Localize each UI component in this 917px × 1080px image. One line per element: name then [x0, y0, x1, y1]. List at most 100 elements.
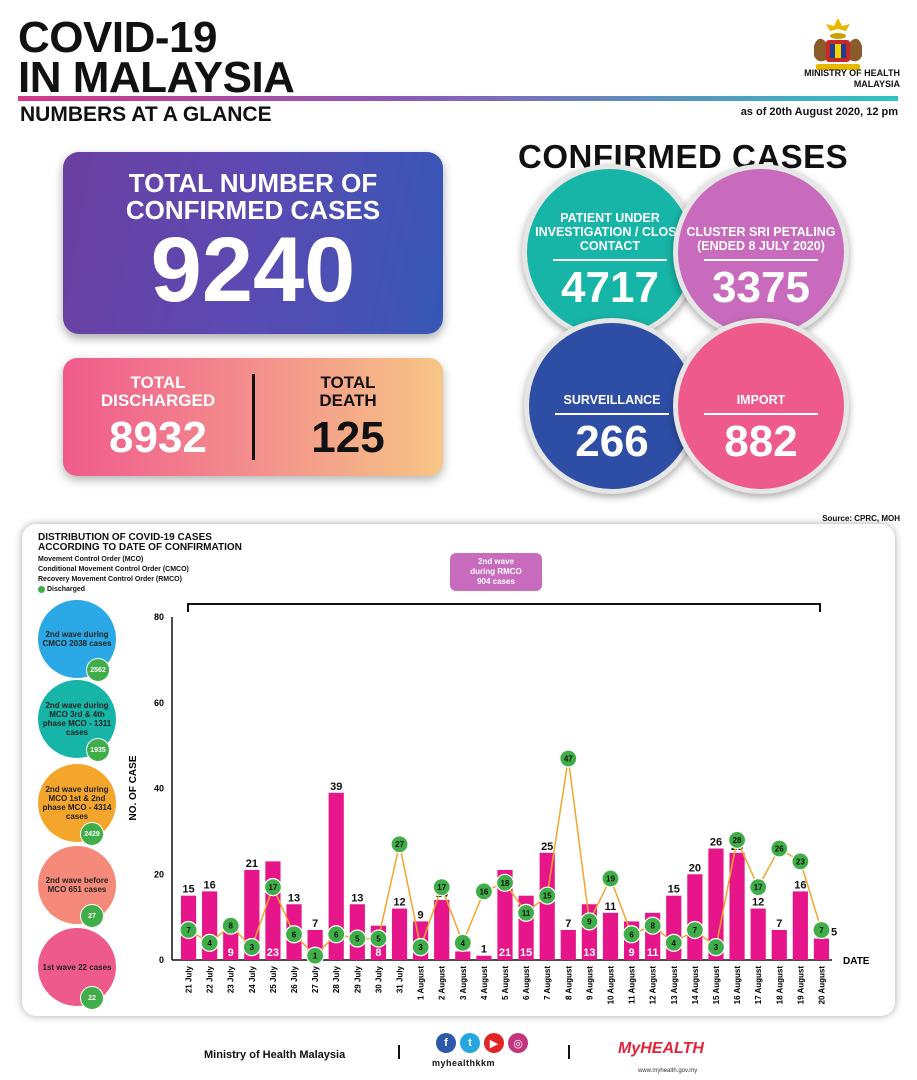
- discharged-marker: [685, 920, 704, 940]
- bar-value-label: 39: [330, 781, 342, 793]
- x-tick-label: 29 July: [353, 965, 362, 993]
- discharged-value-label: 6: [629, 930, 634, 939]
- x-tick-label: 10 August: [606, 966, 615, 1005]
- discharged-marker: [221, 916, 240, 935]
- discharged-value-label: 27: [395, 840, 404, 849]
- x-tick-label: 26 July: [290, 965, 299, 993]
- bar-value-label: 8: [375, 947, 381, 959]
- x-tick-label: 23 July: [227, 965, 236, 993]
- x-tick-label: 6 August: [522, 966, 531, 1000]
- bar-value-label: 15: [520, 947, 532, 959]
- discharged-marker: [200, 933, 219, 952]
- bar-value-label: 7: [312, 918, 318, 930]
- bar-value-label: 7: [565, 918, 571, 930]
- bar-value-label: 16: [794, 879, 806, 891]
- discharged-marker: [453, 933, 472, 952]
- discharged-value-label: 5: [376, 935, 381, 944]
- discharged-marker: [432, 878, 451, 897]
- x-tick-label: 12 August: [649, 966, 658, 1005]
- bar-value-label: 15: [182, 884, 194, 896]
- bar: [391, 908, 408, 960]
- bar: [687, 874, 703, 960]
- bar: [729, 852, 745, 960]
- discharged-value-label: 26: [775, 845, 784, 854]
- bar: [265, 861, 281, 960]
- x-tick-label: 9 August: [585, 966, 594, 1000]
- bar: [708, 848, 724, 960]
- discharged-marker: [474, 882, 494, 901]
- bar-value-label: 9: [228, 947, 234, 959]
- discharged-marker: [495, 873, 515, 892]
- x-tick-label: 8 August: [564, 966, 573, 1000]
- bar-value-label: 23: [267, 947, 279, 959]
- bar: [328, 792, 344, 960]
- x-tick-label: 17 August: [754, 966, 763, 1005]
- bar: [602, 912, 619, 960]
- chart-panel: [22, 524, 895, 1016]
- discharged-marker: [770, 839, 789, 858]
- wave-discharged-badge: 2562: [86, 658, 110, 682]
- x-tick-label: 15 August: [712, 966, 721, 1005]
- page-title: COVID-19 IN MALAYSIA: [18, 13, 295, 102]
- bar: [434, 899, 450, 960]
- x-tick-label: 20 August: [817, 966, 826, 1005]
- discharged-marker: [601, 869, 620, 888]
- circle-surveillance-value: 266: [575, 417, 649, 466]
- bar: [476, 955, 492, 960]
- circle-investigation-value: 4717: [561, 263, 659, 312]
- rmco-bracket: [187, 603, 821, 612]
- x-tick-label: 1 August: [417, 966, 426, 1000]
- discharged-value-label: 7: [819, 926, 824, 935]
- facebook-icon[interactable]: f: [436, 1033, 456, 1053]
- x-tick-label: 21 July: [185, 965, 194, 993]
- x-axis-label: DATE: [843, 956, 870, 967]
- discharged-value-label: 3: [714, 943, 719, 952]
- instagram-icon[interactable]: ◎: [508, 1033, 528, 1053]
- circle-import-label: IMPORT: [736, 393, 786, 407]
- discharged-value-label: 16: [479, 887, 488, 896]
- x-tick-label: 2 August: [438, 966, 447, 1000]
- ministry-name: MINISTRY OF HEALTH MALAYSIA: [804, 68, 900, 89]
- chart-title: DISTRIBUTION OF COVID-19 CASES ACCORDING…: [38, 532, 242, 553]
- bar-value-label: 20: [689, 862, 701, 874]
- x-tick-label: 27 July: [311, 965, 320, 993]
- footer-ministry: Ministry of Health Malaysia: [204, 1049, 346, 1061]
- discharged-value-label: 8: [650, 922, 655, 931]
- discharged-value-label: 1: [313, 952, 318, 961]
- discharged-value-label: 7: [693, 926, 698, 935]
- bar: [539, 852, 555, 960]
- bar-value-label: 13: [351, 892, 363, 904]
- x-tick-label: 5 August: [501, 966, 510, 1000]
- discharged-marker: [327, 925, 346, 944]
- x-tick-label: 24 July: [248, 965, 257, 993]
- bar-value-label: 9: [629, 947, 635, 959]
- discharged-marker: [263, 878, 283, 897]
- bar: [750, 908, 766, 960]
- bar-value-label: 5: [831, 927, 837, 939]
- discharged-marker: [179, 920, 198, 940]
- bar-value-label: 13: [583, 947, 595, 959]
- discharged-value-label: 5: [355, 935, 360, 944]
- discharged-marker: [727, 830, 747, 850]
- wave-discharged-badge: 1935: [86, 738, 110, 762]
- myhealth-logo: MyHEALTH: [618, 1040, 704, 1057]
- discharged-marker: [516, 903, 536, 922]
- bar: [455, 951, 471, 960]
- youtube-icon[interactable]: ▶: [484, 1033, 504, 1053]
- x-tick-label: 28 July: [332, 965, 341, 993]
- legend-rmco: Recovery Movement Control Order (RMCO): [38, 576, 182, 583]
- footer-separator: [398, 1045, 400, 1059]
- bar-value-label: 21: [499, 947, 511, 959]
- x-tick-label: 3 August: [459, 966, 468, 1000]
- bar: [560, 929, 576, 960]
- discharged-marker: [242, 938, 261, 957]
- discharged-value-label: 3: [418, 943, 423, 952]
- bar-value-label: 25: [541, 841, 553, 853]
- circle-import-value: 882: [724, 417, 798, 466]
- x-tick-label: 18 August: [775, 966, 784, 1005]
- twitter-icon[interactable]: t: [460, 1033, 480, 1053]
- circle-cluster: CLUSTER SRI PETALING (ENDED 8 JULY 2020)…: [673, 164, 849, 340]
- discharged-marker: [538, 886, 557, 905]
- total-confirmed-label: TOTAL NUMBER OF CONFIRMED CASES: [125, 168, 381, 225]
